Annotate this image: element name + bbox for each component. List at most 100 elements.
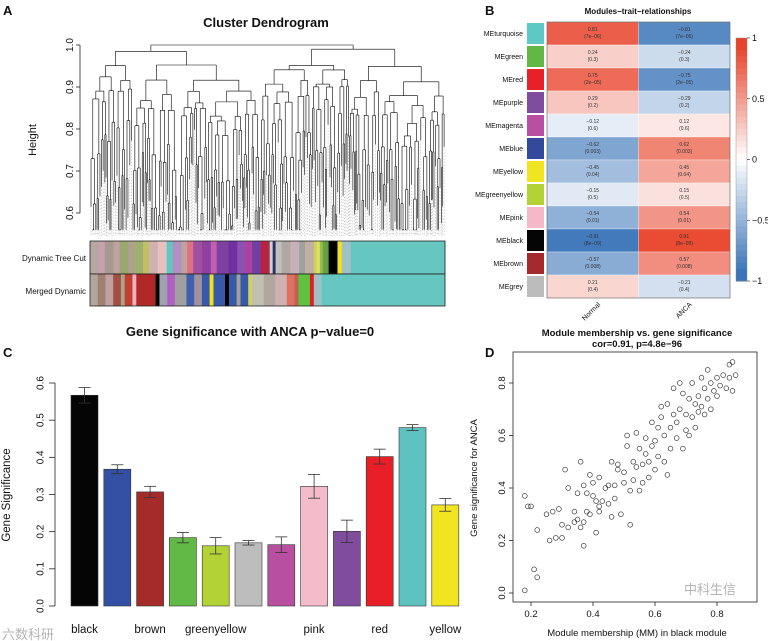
scatter-point: [565, 524, 571, 531]
cell-pvalue: (7e−06): [676, 34, 694, 40]
bar-turquoise: [398, 427, 427, 607]
heatmap-border: [546, 21, 731, 299]
scatter-point: [574, 516, 581, 523]
scatter-point: [689, 380, 695, 386]
scatter-point: [673, 419, 680, 426]
scatter-point: [633, 464, 640, 470]
watermark-left: 六数科研: [2, 627, 54, 641]
scatter-point: [646, 459, 652, 465]
scatter-point: [599, 498, 605, 504]
colorbar-step: [736, 110, 747, 118]
bar-pink: [300, 486, 328, 607]
scatter-point: [580, 543, 587, 549]
panel-letter-d: D: [485, 345, 494, 360]
colorbar-step: [736, 38, 747, 45]
module-label: MEblack: [496, 238, 523, 245]
strip-segment: [275, 241, 282, 274]
bar-chart-plot: 0.0 0.1 0.2 0.3 0.4 0.5 0.6 black brown greenyell…: [36, 376, 462, 636]
y-tick-label: 0.2: [497, 534, 508, 547]
scatter-point: [577, 459, 584, 465]
scatter-point: [677, 380, 683, 386]
strip-segment: [252, 241, 262, 274]
y-tick-label: 0.9: [65, 80, 76, 94]
cell-correlation: −0.62: [586, 142, 599, 148]
module-color-swatch: [527, 253, 544, 274]
scatter-point: [587, 472, 593, 478]
strip-segment: [209, 274, 214, 306]
scatter-point: [630, 459, 636, 465]
strip-border: [89, 273, 446, 307]
strip-segment: [248, 274, 253, 306]
scatter-point: [704, 396, 711, 402]
scatter-x-label: Module membership (MM) in black module: [547, 628, 727, 639]
scatter-point: [615, 466, 621, 473]
colorbar-step: [736, 44, 747, 51]
dendrogram-tree: [90, 44, 445, 236]
cell-correlation: −0.21: [678, 280, 691, 286]
cell-pvalue: (8e−09): [676, 241, 694, 247]
bar-grey: [234, 542, 263, 607]
cell-pvalue: (0.2): [588, 103, 599, 109]
scatter-point: [534, 527, 540, 533]
scatter-subtitle: cor=0.91, p=4.8e−96: [592, 339, 682, 350]
scatter-point: [701, 385, 708, 391]
scatter-point: [732, 372, 739, 378]
cell-pvalue: (0.04): [586, 172, 599, 178]
strip-segment: [124, 274, 133, 306]
column-label: Normal: [581, 301, 602, 322]
scatter-point: [596, 508, 602, 515]
strip-segment: [104, 241, 114, 274]
cell-pvalue: (0.6): [679, 126, 690, 132]
x-tick-label: yellow: [429, 624, 462, 636]
cell-pvalue: (0.3): [679, 57, 690, 63]
heatmap-title: Modules−trait−relationships: [585, 7, 692, 16]
strip-segment: [263, 274, 276, 306]
scatter-point: [711, 388, 717, 394]
cell-correlation: −0.57: [586, 257, 599, 263]
cell-correlation: 0.21: [588, 280, 598, 286]
module-trait-heatmap-panel: Modules−trait−relationships MEturquoise 0…: [475, 7, 768, 322]
colorbar-tick-label: 0: [752, 155, 757, 165]
strip-segment: [194, 274, 203, 306]
cell-correlation: −0.24: [678, 50, 691, 56]
scatter-point: [658, 403, 664, 410]
cell-correlation: 0.24: [588, 50, 598, 56]
strip-segment: [143, 241, 150, 274]
cell-correlation: 0.54: [679, 211, 689, 217]
scatter-point: [717, 382, 723, 389]
module-color-swatch: [527, 207, 544, 228]
y-tick-label: 0.8: [65, 122, 76, 136]
scatter-point: [661, 432, 667, 439]
scatter-point: [633, 430, 640, 436]
module-color-swatch: [527, 184, 544, 205]
colorbar-step: [736, 208, 747, 215]
colorbar-step: [736, 141, 747, 148]
panel-letter-a: A: [3, 3, 13, 18]
colorbar-tick-label: 1: [752, 33, 757, 43]
y-tick-label: 0.4: [36, 450, 47, 464]
scatter-point: [695, 393, 702, 399]
colorbar-step: [736, 232, 747, 239]
bar-blue: [103, 468, 132, 607]
x-tick-label: 0.8: [710, 609, 723, 620]
cell-pvalue: (0.008): [585, 264, 601, 270]
x-tick-label: greenyellow: [185, 624, 247, 636]
colorbar-step: [736, 256, 747, 264]
strip-segment: [201, 241, 212, 274]
y-tick-label: 0.5: [36, 413, 47, 427]
strip-segment: [321, 274, 446, 306]
strip-segment: [341, 241, 352, 274]
strip-segment: [97, 274, 106, 306]
colorbar-step: [736, 56, 747, 63]
strip-segment: [167, 274, 176, 306]
module-color-swatch: [527, 115, 544, 136]
scatter-point: [611, 482, 618, 489]
x-tick-label: black: [71, 624, 98, 636]
scatter-point: [664, 401, 671, 407]
strip-segment: [132, 274, 137, 306]
colorbar-step: [736, 165, 747, 173]
strip-segment: [322, 241, 326, 274]
scatter-point: [698, 375, 705, 381]
y-tick-label: 0.6: [65, 206, 76, 220]
module-color-swatch: [527, 46, 544, 67]
